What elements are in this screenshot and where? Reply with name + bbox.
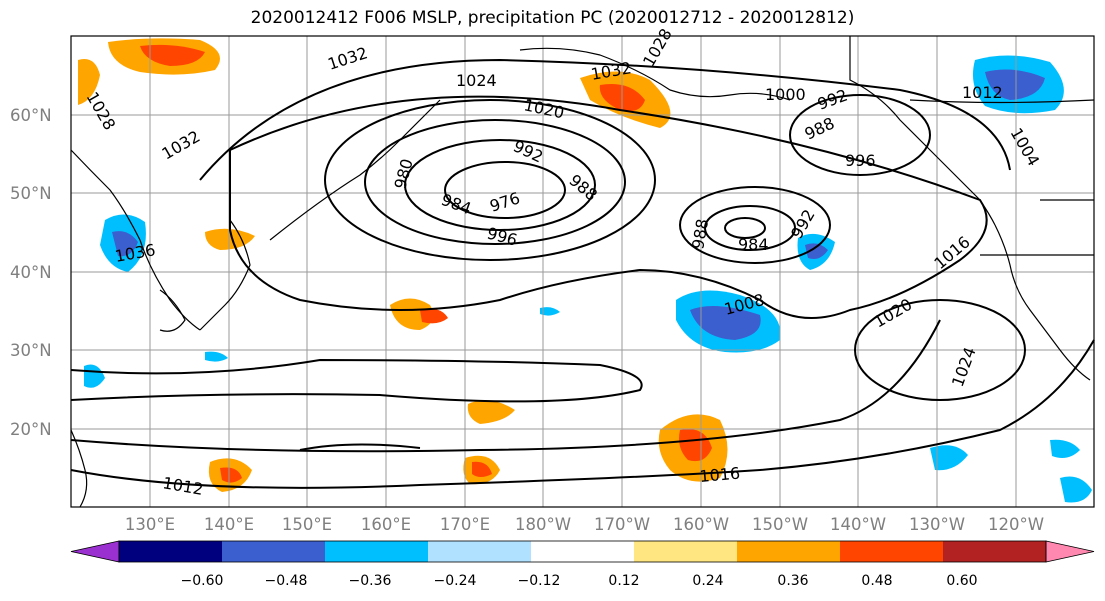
isobar-label: 1024 (456, 71, 497, 90)
lat-label: 40°N (10, 263, 52, 282)
precip-patch-blue (84, 55, 1092, 503)
colorbar-swatch (737, 541, 841, 562)
lon-label: 140°E (204, 515, 254, 534)
isobar-label: 984 (738, 235, 769, 254)
lon-label: 120°W (988, 515, 1044, 534)
colorbar-swatches (70, 540, 1095, 563)
lon-label: 130°W (909, 515, 965, 534)
colorbar-extend-high (1045, 540, 1095, 563)
map-frame (70, 35, 1095, 508)
precip-patch-orange (78, 38, 728, 492)
isobar-label: 1012 (962, 83, 1003, 102)
colorbar-swatch (531, 541, 635, 562)
map-title: 2020012412 F006 MSLP, precipitation PC (… (250, 8, 855, 28)
colorbar-swatch (428, 541, 532, 562)
colorbar-extend-low (70, 540, 120, 563)
colorbar: −0.60 −0.48 −0.36 −0.24 −0.12 0.12 0.24 … (70, 540, 1095, 589)
colorbar-tick-label: 0.48 (861, 573, 892, 589)
colorbar-tick-label: 0.12 (608, 573, 639, 589)
colorbar-outline (118, 540, 1047, 563)
colorbar-ticks: −0.60 −0.48 −0.36 −0.24 −0.12 0.12 0.24 … (181, 573, 978, 589)
lon-label: 170°W (594, 515, 650, 534)
colorbar-tick-label: −0.48 (265, 573, 308, 589)
isobar-label: 1000 (765, 85, 806, 104)
colorbar-tick-label: −0.36 (349, 573, 392, 589)
isobar-label: 1016 (699, 464, 741, 486)
isobar-label: 996 (845, 151, 876, 170)
colorbar-swatch (943, 541, 1047, 562)
lat-label: 30°N (10, 341, 52, 360)
colorbar-tick-label: 0.36 (777, 573, 808, 589)
lat-label: 20°N (10, 420, 52, 439)
colorbar-swatch (325, 541, 429, 562)
colorbar-tick-label: −0.60 (181, 573, 224, 589)
lon-label: 140°W (830, 515, 886, 534)
colorbar-swatch (634, 541, 738, 562)
coastlines (70, 36, 1095, 508)
lat-label: 60°N (10, 106, 52, 125)
isobars (70, 58, 1095, 489)
colorbar-swatch (222, 541, 326, 562)
lon-label: 150°E (282, 515, 332, 534)
colorbar-tick-label: 0.24 (692, 573, 723, 589)
lon-label: 170°E (440, 515, 490, 534)
lon-axis: 130°E 140°E 150°E 160°E 170°E 180°W 170°… (125, 515, 1044, 534)
lat-axis: 60°N 50°N 40°N 30°N 20°N (10, 106, 52, 439)
colorbar-swatch (840, 541, 944, 562)
lon-label: 130°E (125, 515, 175, 534)
colorbar-tick-label: 0.60 (946, 573, 977, 589)
lat-label: 50°N (10, 184, 52, 203)
colorbar-tick-label: −0.24 (434, 573, 477, 589)
lon-label: 180°W (515, 515, 571, 534)
lon-label: 160°W (673, 515, 729, 534)
lon-label: 160°E (361, 515, 411, 534)
precip-patches (78, 38, 1092, 503)
lon-label: 150°W (752, 515, 808, 534)
colorbar-tick-label: −0.12 (518, 573, 561, 589)
colorbar-swatch (119, 541, 223, 562)
